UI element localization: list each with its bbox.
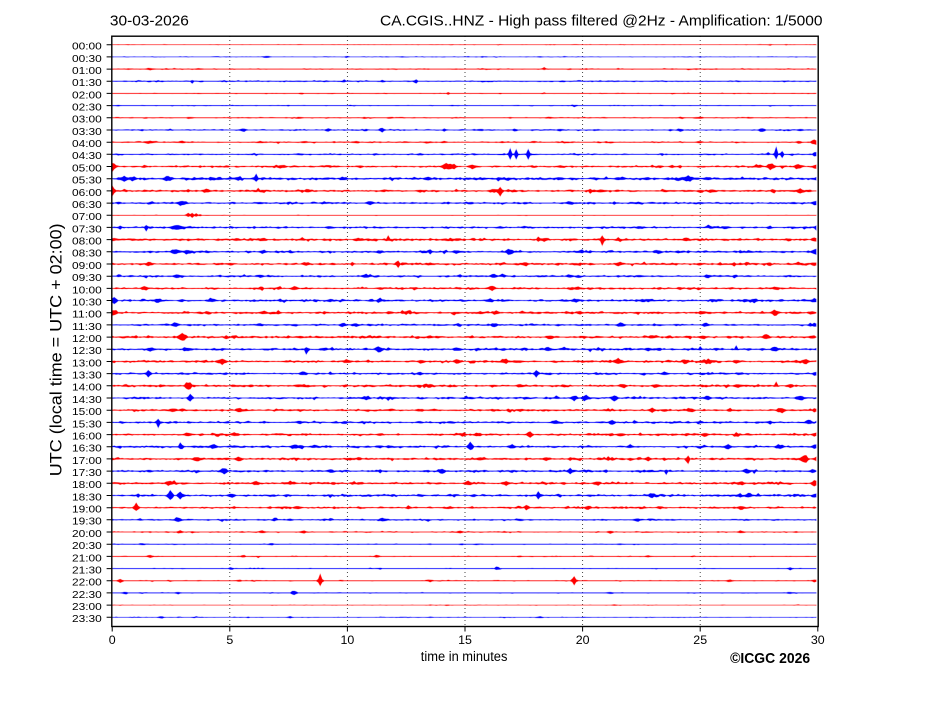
svg-text:00:30: 00:30: [72, 54, 102, 65]
svg-text:07:30: 07:30: [72, 224, 102, 235]
svg-text:08:00: 08:00: [72, 237, 102, 248]
svg-text:22:00: 22:00: [72, 578, 102, 589]
svg-text:01:00: 01:00: [72, 66, 102, 77]
svg-text:10:30: 10:30: [72, 297, 102, 308]
svg-text:CA.CGIS..HNZ - High pass filte: CA.CGIS..HNZ - High pass filtered @2Hz -…: [380, 14, 823, 30]
svg-text:10: 10: [341, 633, 355, 647]
svg-text:23:00: 23:00: [72, 602, 102, 613]
svg-text:15: 15: [458, 633, 472, 647]
svg-text:05:00: 05:00: [72, 163, 102, 174]
svg-text:10:00: 10:00: [72, 285, 102, 296]
svg-text:13:30: 13:30: [72, 371, 102, 382]
svg-text:20:00: 20:00: [72, 529, 102, 540]
svg-text:16:00: 16:00: [72, 432, 102, 443]
svg-text:06:30: 06:30: [72, 200, 102, 211]
svg-text:06:00: 06:00: [72, 188, 102, 199]
svg-text:30: 30: [811, 633, 825, 647]
svg-text:30-03-2026: 30-03-2026: [110, 14, 189, 30]
svg-text:01:30: 01:30: [72, 78, 102, 89]
svg-text:12:30: 12:30: [72, 346, 102, 357]
svg-text:09:00: 09:00: [72, 261, 102, 272]
svg-text:03:30: 03:30: [72, 127, 102, 138]
svg-text:20: 20: [576, 633, 590, 647]
svg-text:18:00: 18:00: [72, 480, 102, 491]
svg-text:time in minutes: time in minutes: [421, 649, 508, 665]
svg-text:21:30: 21:30: [72, 566, 102, 577]
svg-text:15:00: 15:00: [72, 407, 102, 418]
svg-text:12:00: 12:00: [72, 334, 102, 345]
svg-text:18:30: 18:30: [72, 492, 102, 503]
svg-text:03:00: 03:00: [72, 115, 102, 126]
svg-text:19:00: 19:00: [72, 505, 102, 516]
svg-text:13:00: 13:00: [72, 358, 102, 369]
svg-text:20:30: 20:30: [72, 541, 102, 552]
svg-text:17:00: 17:00: [72, 456, 102, 467]
svg-text:08:30: 08:30: [72, 249, 102, 260]
svg-text:14:00: 14:00: [72, 383, 102, 394]
svg-text:5: 5: [226, 633, 233, 647]
svg-text:00:00: 00:00: [72, 42, 102, 53]
svg-text:11:30: 11:30: [72, 322, 102, 333]
svg-text:©ICGC 2026: ©ICGC 2026: [730, 650, 810, 667]
svg-text:21:00: 21:00: [72, 553, 102, 564]
svg-text:04:00: 04:00: [72, 139, 102, 150]
svg-text:17:30: 17:30: [72, 468, 102, 479]
svg-text:22:30: 22:30: [72, 590, 102, 601]
svg-text:07:00: 07:00: [72, 212, 102, 223]
svg-text:19:30: 19:30: [72, 517, 102, 528]
svg-text:02:30: 02:30: [72, 103, 102, 114]
svg-text:15:30: 15:30: [72, 419, 102, 430]
svg-text:11:00: 11:00: [72, 310, 102, 321]
svg-text:UTC (local time = UTC + 02:00): UTC (local time = UTC + 02:00): [48, 223, 66, 476]
svg-text:05:30: 05:30: [72, 176, 102, 187]
svg-text:0: 0: [109, 633, 116, 647]
svg-text:09:30: 09:30: [72, 273, 102, 284]
svg-text:23:30: 23:30: [72, 614, 102, 625]
svg-text:16:30: 16:30: [72, 444, 102, 455]
svg-text:02:00: 02:00: [72, 90, 102, 101]
svg-text:04:30: 04:30: [72, 151, 102, 162]
svg-text:25: 25: [693, 633, 707, 647]
svg-text:14:30: 14:30: [72, 395, 102, 406]
